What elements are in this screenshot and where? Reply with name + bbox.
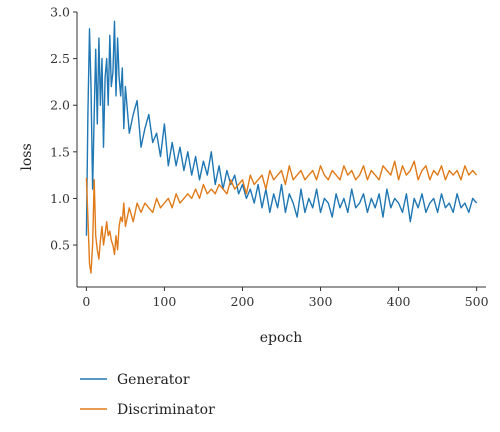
y-tick-label: 1.0 bbox=[50, 191, 70, 206]
x-tick-label: 500 bbox=[465, 294, 489, 309]
axes bbox=[73, 11, 486, 291]
x-tick-label: 100 bbox=[152, 294, 176, 309]
legend-label-generator: Generator bbox=[117, 372, 190, 388]
y-axis-label: loss bbox=[19, 143, 35, 170]
x-axis-label: epoch bbox=[260, 330, 303, 346]
x-tick-label: 200 bbox=[231, 294, 255, 309]
tick-labels: 0 100 200 300 400 500 0.5 1.0 1.5 2.0 2.5 3.0 bbox=[50, 5, 489, 310]
x-tick-label: 400 bbox=[387, 294, 411, 309]
y-tick-label: 2.0 bbox=[50, 98, 70, 113]
legend: Generator Discriminator bbox=[80, 372, 215, 418]
legend-label-discriminator: Discriminator bbox=[117, 402, 215, 418]
y-tick-label: 2.5 bbox=[50, 51, 70, 66]
series-lines bbox=[85, 20, 478, 274]
series-line-discriminator bbox=[85, 160, 478, 274]
y-tick-label: 0.5 bbox=[50, 238, 70, 253]
series-line-generator bbox=[85, 20, 478, 236]
y-tick-label: 3.0 bbox=[50, 5, 70, 20]
x-tick-label: 300 bbox=[309, 294, 333, 309]
y-tick-label: 1.5 bbox=[50, 144, 70, 159]
x-tick-label: 0 bbox=[82, 294, 90, 309]
